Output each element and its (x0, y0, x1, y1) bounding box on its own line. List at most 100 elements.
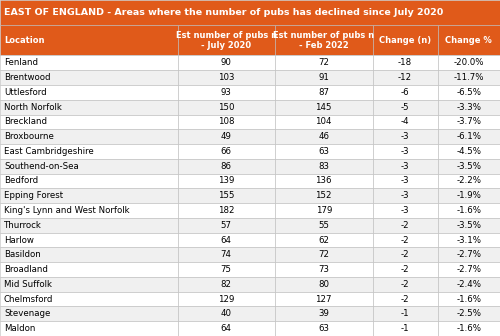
Text: -2.2%: -2.2% (456, 176, 481, 185)
Text: 127: 127 (316, 295, 332, 304)
Text: -12: -12 (398, 73, 412, 82)
Bar (178, 85, 275, 100)
Text: 150: 150 (218, 102, 234, 112)
Text: -2: -2 (400, 250, 409, 259)
Bar (275, 144, 372, 159)
Text: 104: 104 (316, 117, 332, 126)
Bar (0, 203, 178, 218)
Text: -3.5%: -3.5% (456, 221, 481, 230)
Bar (178, 70, 275, 85)
Bar (372, 321, 438, 336)
Bar (0, 218, 178, 233)
Text: -1: -1 (400, 324, 409, 333)
Text: East Cambridgeshire: East Cambridgeshire (4, 147, 94, 156)
Text: Chelmsford: Chelmsford (4, 295, 54, 304)
Text: 40: 40 (221, 309, 232, 318)
Bar (178, 277, 275, 292)
Text: 82: 82 (221, 280, 232, 289)
Text: 155: 155 (218, 191, 234, 200)
Bar (275, 70, 372, 85)
Bar (0, 321, 178, 336)
Bar (0, 292, 178, 306)
Text: EAST OF ENGLAND - Areas where the number of pubs has declined since July 2020: EAST OF ENGLAND - Areas where the number… (4, 8, 444, 17)
Text: 90: 90 (221, 58, 232, 67)
Text: 103: 103 (218, 73, 234, 82)
Text: -3: -3 (400, 147, 409, 156)
Bar (372, 203, 438, 218)
Bar (178, 203, 275, 218)
Bar (178, 159, 275, 174)
Bar (438, 85, 500, 100)
Text: Maldon: Maldon (4, 324, 36, 333)
Text: -2.7%: -2.7% (456, 265, 481, 274)
Bar (275, 233, 372, 247)
Text: -2: -2 (400, 280, 409, 289)
Text: Broadland: Broadland (4, 265, 48, 274)
Bar (372, 188, 438, 203)
Bar (275, 174, 372, 188)
Text: -3: -3 (400, 206, 409, 215)
Bar (275, 203, 372, 218)
Text: Basildon: Basildon (4, 250, 41, 259)
Text: 62: 62 (318, 236, 330, 245)
Text: 108: 108 (218, 117, 234, 126)
Bar (438, 129, 500, 144)
Bar (178, 262, 275, 277)
Bar (178, 174, 275, 188)
Bar (178, 55, 275, 70)
Bar (438, 70, 500, 85)
Bar (372, 25, 438, 55)
Bar (372, 292, 438, 306)
Bar (372, 70, 438, 85)
Bar (178, 218, 275, 233)
Text: 86: 86 (221, 162, 232, 171)
Bar (178, 115, 275, 129)
Bar (0, 55, 178, 70)
Bar (0, 85, 178, 100)
Bar (178, 321, 275, 336)
Text: 182: 182 (218, 206, 234, 215)
Text: Fenland: Fenland (4, 58, 38, 67)
Bar (275, 85, 372, 100)
Text: King's Lynn and West Norfolk: King's Lynn and West Norfolk (4, 206, 130, 215)
Text: Epping Forest: Epping Forest (4, 191, 63, 200)
Bar (372, 129, 438, 144)
Text: 64: 64 (221, 324, 232, 333)
Bar (0, 306, 178, 321)
Bar (0, 115, 178, 129)
Bar (0, 129, 178, 144)
Bar (438, 100, 500, 115)
Bar (372, 262, 438, 277)
Bar (178, 100, 275, 115)
Bar (438, 203, 500, 218)
Text: -4: -4 (400, 117, 409, 126)
Text: 73: 73 (318, 265, 330, 274)
Bar (372, 85, 438, 100)
Text: 57: 57 (221, 221, 232, 230)
Bar (178, 25, 275, 55)
Bar (372, 100, 438, 115)
Text: -3.3%: -3.3% (456, 102, 481, 112)
Text: 91: 91 (318, 73, 329, 82)
Text: 63: 63 (318, 147, 330, 156)
Bar (438, 233, 500, 247)
Bar (178, 129, 275, 144)
Text: 87: 87 (318, 88, 330, 97)
Text: Harlow: Harlow (4, 236, 34, 245)
Text: -1.6%: -1.6% (456, 295, 481, 304)
Text: 152: 152 (316, 191, 332, 200)
Bar (0, 159, 178, 174)
Text: 136: 136 (316, 176, 332, 185)
Bar (438, 218, 500, 233)
Bar (372, 115, 438, 129)
Text: 64: 64 (221, 236, 232, 245)
Text: -4.5%: -4.5% (456, 147, 481, 156)
Text: Change %: Change % (446, 36, 492, 45)
Bar (275, 218, 372, 233)
Text: -2: -2 (400, 221, 409, 230)
Bar (275, 188, 372, 203)
Bar (275, 129, 372, 144)
Bar (178, 188, 275, 203)
Bar (438, 144, 500, 159)
Text: Est number of pubs n
- Feb 2022: Est number of pubs n - Feb 2022 (273, 31, 374, 50)
